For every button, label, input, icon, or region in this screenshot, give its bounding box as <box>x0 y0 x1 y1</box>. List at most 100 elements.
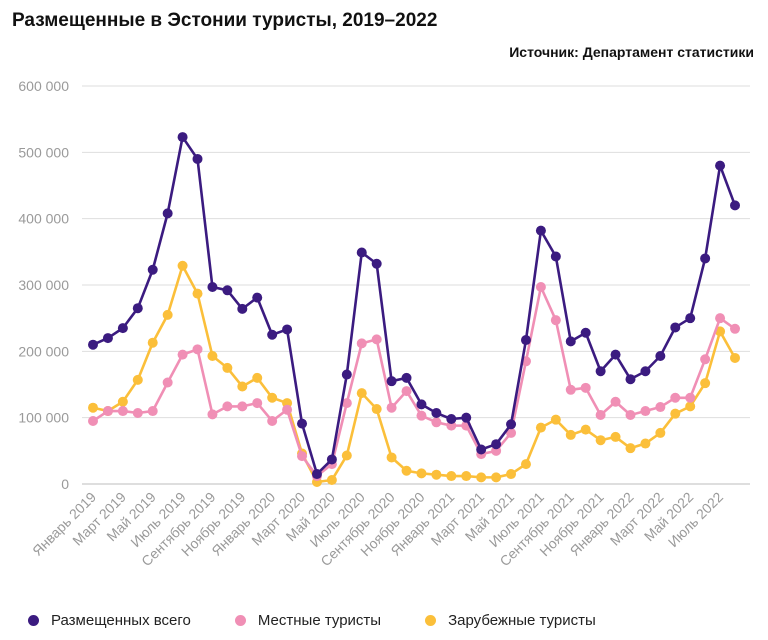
data-point[interactable] <box>730 323 740 334</box>
data-point[interactable] <box>192 153 203 164</box>
data-point[interactable] <box>341 369 352 380</box>
legend-item-foreign[interactable]: Зарубежные туристы <box>425 612 596 629</box>
data-point[interactable] <box>700 378 711 389</box>
data-point[interactable] <box>102 333 113 344</box>
data-point[interactable] <box>685 313 696 324</box>
data-point[interactable] <box>192 344 203 355</box>
data-point[interactable] <box>177 260 188 271</box>
data-point[interactable] <box>147 264 158 275</box>
data-point[interactable] <box>401 372 412 383</box>
data-point[interactable] <box>535 225 546 236</box>
data-point[interactable] <box>640 438 651 449</box>
data-point[interactable] <box>476 472 487 483</box>
data-point[interactable] <box>520 335 531 346</box>
data-point[interactable] <box>401 465 412 476</box>
data-point[interactable] <box>640 366 651 377</box>
data-point[interactable] <box>416 468 427 479</box>
data-point[interactable] <box>416 410 427 421</box>
data-point[interactable] <box>341 398 352 409</box>
data-point[interactable] <box>237 381 248 392</box>
data-point[interactable] <box>565 336 576 347</box>
data-point[interactable] <box>535 422 546 433</box>
data-point[interactable] <box>610 349 621 360</box>
data-point[interactable] <box>550 414 561 425</box>
data-point[interactable] <box>416 399 427 410</box>
data-point[interactable] <box>595 410 606 421</box>
data-point[interactable] <box>491 439 502 450</box>
data-point[interactable] <box>730 352 740 363</box>
data-point[interactable] <box>685 401 696 412</box>
data-point[interactable] <box>580 327 591 338</box>
data-point[interactable] <box>117 323 128 334</box>
data-point[interactable] <box>371 258 382 269</box>
data-point[interactable] <box>326 475 337 486</box>
data-point[interactable] <box>88 415 98 426</box>
data-point[interactable] <box>132 303 143 314</box>
data-point[interactable] <box>461 412 472 423</box>
data-point[interactable] <box>356 388 367 399</box>
data-point[interactable] <box>192 288 203 299</box>
data-point[interactable] <box>386 452 397 463</box>
data-point[interactable] <box>565 429 576 440</box>
data-point[interactable] <box>715 326 726 337</box>
data-point[interactable] <box>88 339 98 350</box>
data-point[interactable] <box>237 401 248 412</box>
data-point[interactable] <box>147 337 158 348</box>
data-point[interactable] <box>670 392 681 403</box>
data-point[interactable] <box>506 469 517 480</box>
data-point[interactable] <box>491 472 502 483</box>
data-point[interactable] <box>670 408 681 419</box>
data-point[interactable] <box>535 281 546 292</box>
data-point[interactable] <box>655 402 666 413</box>
data-point[interactable] <box>386 402 397 413</box>
data-point[interactable] <box>401 386 412 397</box>
data-point[interactable] <box>431 408 442 419</box>
data-point[interactable] <box>297 451 308 462</box>
data-point[interactable] <box>102 406 113 417</box>
data-point[interactable] <box>356 338 367 349</box>
data-point[interactable] <box>252 372 263 383</box>
data-point[interactable] <box>177 349 188 360</box>
data-point[interactable] <box>580 424 591 435</box>
data-point[interactable] <box>715 160 726 171</box>
data-point[interactable] <box>700 253 711 264</box>
data-point[interactable] <box>162 208 173 219</box>
data-point[interactable] <box>625 443 636 454</box>
data-point[interactable] <box>685 392 696 403</box>
legend-item-local[interactable]: Местные туристы <box>234 612 381 629</box>
data-point[interactable] <box>476 444 487 455</box>
data-point[interactable] <box>207 281 218 292</box>
data-point[interactable] <box>282 404 293 415</box>
data-point[interactable] <box>117 406 128 417</box>
data-point[interactable] <box>610 431 621 442</box>
data-point[interactable] <box>506 419 517 430</box>
data-point[interactable] <box>550 251 561 262</box>
data-point[interactable] <box>655 350 666 361</box>
data-point[interactable] <box>461 471 472 482</box>
data-point[interactable] <box>595 366 606 377</box>
data-point[interactable] <box>222 401 233 412</box>
data-point[interactable] <box>177 132 188 143</box>
data-point[interactable] <box>162 377 173 388</box>
data-point[interactable] <box>431 417 442 428</box>
data-point[interactable] <box>341 450 352 461</box>
data-point[interactable] <box>162 309 173 320</box>
data-point[interactable] <box>356 247 367 258</box>
data-point[interactable] <box>371 404 382 415</box>
data-point[interactable] <box>267 392 278 403</box>
data-point[interactable] <box>132 408 143 419</box>
data-point[interactable] <box>267 415 278 426</box>
legend-item-total[interactable]: Размещенных всего <box>28 612 191 629</box>
data-point[interactable] <box>147 406 158 417</box>
data-point[interactable] <box>655 427 666 438</box>
data-point[interactable] <box>595 435 606 446</box>
data-point[interactable] <box>610 396 621 407</box>
data-point[interactable] <box>431 469 442 480</box>
data-point[interactable] <box>506 427 517 438</box>
data-point[interactable] <box>237 303 248 314</box>
data-point[interactable] <box>326 454 337 465</box>
data-point[interactable] <box>446 471 457 482</box>
data-point[interactable] <box>550 315 561 326</box>
data-point[interactable] <box>297 418 308 429</box>
data-point[interactable] <box>132 374 143 385</box>
